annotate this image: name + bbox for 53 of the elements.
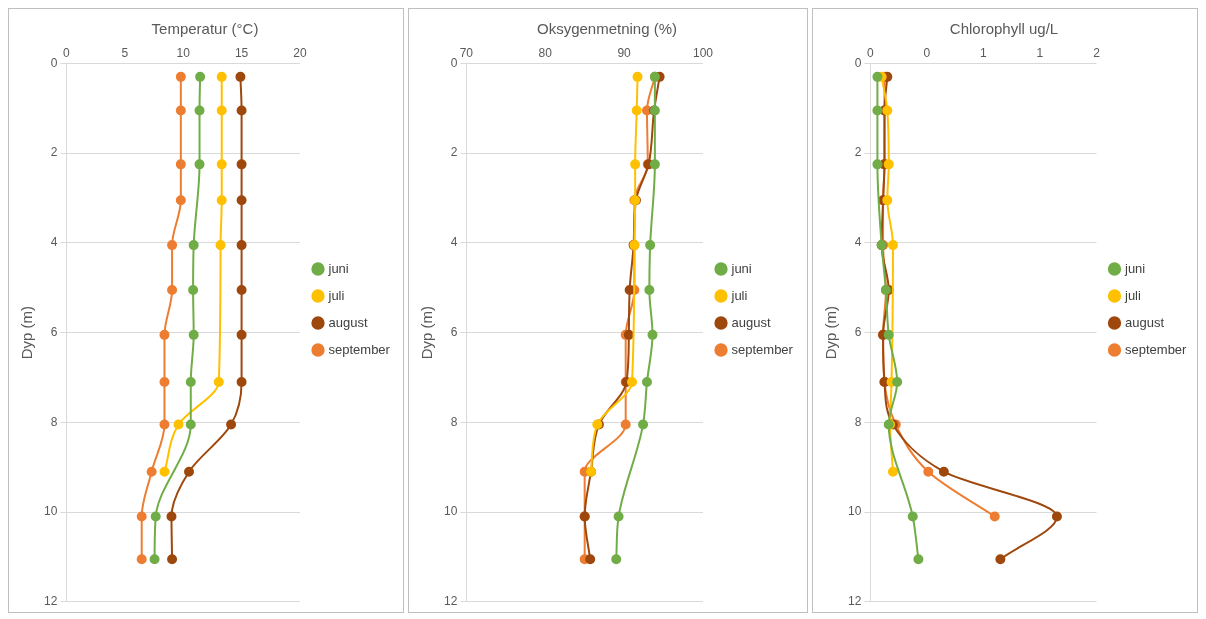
x-tick-label: 70 — [459, 45, 474, 60]
y-tick-label: 10 — [847, 504, 862, 519]
x-tick-label: 0 — [923, 45, 931, 60]
y-tick-label: 2 — [854, 145, 862, 160]
y-tick-label: 8 — [854, 414, 862, 429]
chart-title: Temperatur (°C) — [151, 20, 259, 38]
y-tick-label: 6 — [854, 324, 862, 339]
x-tick-label: 10 — [176, 45, 191, 60]
legend-label: juni — [327, 260, 349, 276]
y-tick-label: 12 — [443, 594, 458, 609]
x-tick-label: 1 — [980, 45, 988, 60]
legend-label: august — [731, 314, 771, 330]
x-tick-label: 5 — [121, 45, 129, 60]
legend-label: september — [328, 341, 391, 357]
x-tick-label: 0 — [867, 45, 874, 60]
x-tick-label: 15 — [234, 45, 249, 60]
legend-label: august — [1125, 314, 1165, 330]
y-tick-label: 4 — [50, 235, 58, 250]
legend-label: juni — [1124, 260, 1146, 276]
y-axis-title: Dyp (m) — [822, 305, 840, 360]
x-tick-label: 1 — [1036, 45, 1044, 60]
y-tick-label: 6 — [50, 324, 58, 339]
legend-label: august — [328, 314, 368, 330]
x-tick-label: 90 — [617, 45, 632, 60]
x-tick-label: 2 — [1093, 45, 1101, 60]
y-tick-label: 0 — [450, 55, 458, 70]
y-tick-label: 8 — [50, 414, 58, 429]
y-tick-label: 2 — [50, 145, 58, 160]
y-tick-label: 4 — [450, 235, 458, 250]
y-tick-label: 10 — [443, 504, 458, 519]
x-tick-label: 20 — [293, 45, 307, 60]
x-tick-label: 80 — [538, 45, 553, 60]
legend-label: juni — [730, 260, 752, 276]
legend-label: september — [731, 341, 794, 357]
legend-label: september — [1125, 341, 1188, 357]
y-tick-label: 6 — [450, 324, 458, 339]
y-axis-title: Dyp (m) — [18, 305, 36, 360]
y-tick-label: 8 — [450, 414, 458, 429]
y-tick-label: 10 — [43, 504, 58, 519]
legend-label: juli — [1124, 287, 1142, 303]
y-tick-label: 4 — [854, 235, 862, 250]
legend-label: juli — [730, 287, 748, 303]
chart-title: Oksygenmetning (%) — [536, 20, 678, 38]
x-tick-label: 0 — [63, 45, 70, 60]
y-tick-label: 0 — [50, 55, 58, 70]
y-tick-label: 0 — [854, 55, 862, 70]
chart-title: Chlorophyll ug/L — [949, 20, 1059, 38]
y-tick-label: 2 — [450, 145, 458, 160]
y-tick-label: 12 — [43, 594, 58, 609]
x-tick-label: 100 — [692, 45, 714, 60]
y-axis-title: Dyp (m) — [418, 305, 436, 360]
legend-label: juli — [327, 287, 345, 303]
y-tick-label: 12 — [847, 594, 862, 609]
